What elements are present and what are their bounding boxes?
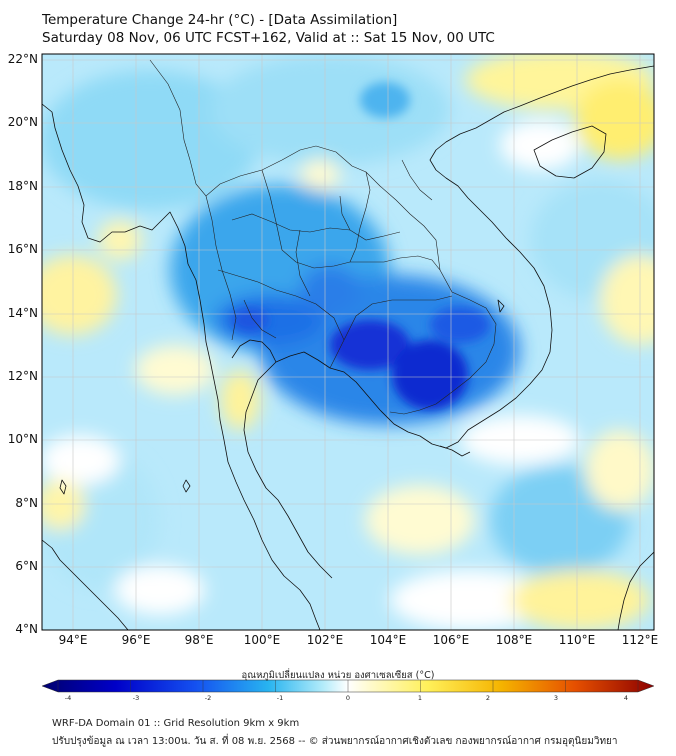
- lon-label: 104°E: [369, 633, 407, 647]
- footer-model-info: WRF-DA Domain 01 :: Grid Resolution 9km …: [52, 718, 300, 729]
- colorbar-tick: 2: [485, 694, 491, 702]
- map-frame: [41, 53, 655, 631]
- lat-label: 16°N: [7, 242, 38, 256]
- map-subtitle: Saturday 08 Nov, 06 UTC FCST+162, Valid …: [42, 30, 495, 46]
- lon-label: 98°E: [184, 633, 214, 647]
- lon-label: 110°E: [558, 633, 596, 647]
- lon-label: 108°E: [495, 633, 533, 647]
- colorbar-tick: 3: [553, 694, 559, 702]
- lon-label: 100°E: [243, 633, 281, 647]
- lat-label: 22°N: [7, 52, 38, 66]
- lon-label: 112°E: [621, 633, 659, 647]
- lat-label: 10°N: [7, 432, 38, 446]
- temperature-change-map: [41, 53, 655, 693]
- lat-label: 20°N: [7, 115, 38, 129]
- colorbar-tick: -2: [204, 694, 212, 702]
- lon-label: 102°E: [306, 633, 344, 647]
- coastlines: [42, 65, 654, 630]
- lon-label: 106°E: [432, 633, 470, 647]
- lat-label: 12°N: [7, 369, 38, 383]
- graticule: [42, 54, 654, 630]
- lat-label: 6°N: [15, 559, 38, 573]
- colorbar-title: อุณหภูมิเปลี่ยนแปลง หน่วย องศาเซลเซียส (…: [241, 670, 435, 681]
- colorbar: [41, 679, 655, 693]
- colorbar-tick: 4: [623, 694, 629, 702]
- field-layer: [42, 54, 654, 630]
- colorbar-tick: -4: [64, 694, 72, 702]
- lat-label: 4°N: [15, 622, 38, 636]
- colorbar-tick: 0: [345, 694, 351, 702]
- colorbar-tick: -1: [276, 694, 284, 702]
- map-title: Temperature Change 24-hr (°C) - [Data As…: [42, 12, 398, 28]
- lat-label: 18°N: [7, 179, 38, 193]
- lon-label: 96°E: [121, 633, 151, 647]
- footer-credit: ปรับปรุงข้อมูล ณ เวลา 13:00น. วัน ส. ที่…: [52, 736, 618, 747]
- province-borders: [149, 59, 497, 415]
- colorbar-tick: 1: [417, 694, 423, 702]
- lon-label: 94°E: [58, 633, 88, 647]
- lat-label: 14°N: [7, 306, 38, 320]
- lat-label: 8°N: [15, 496, 38, 510]
- colorbar-tick: -3: [132, 694, 140, 702]
